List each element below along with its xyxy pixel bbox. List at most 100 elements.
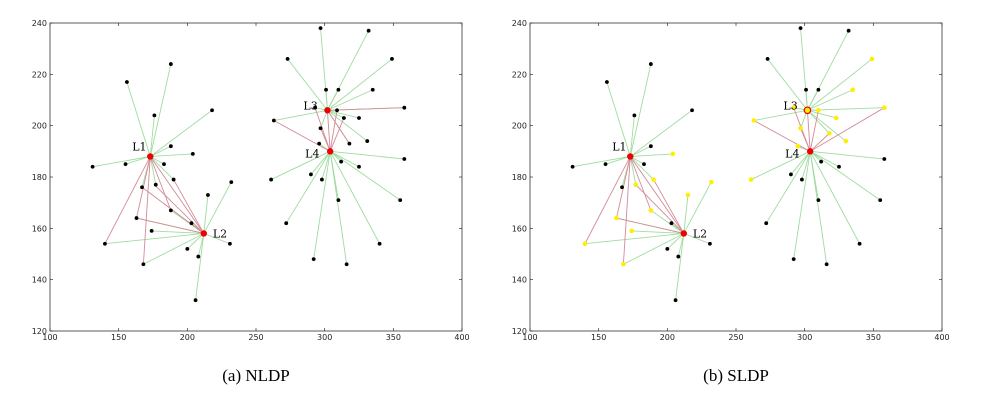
x-tick-label: 400 xyxy=(454,333,469,342)
sensor-node-yellow xyxy=(833,115,839,121)
y-tick-label: 180 xyxy=(32,173,47,182)
member-edge xyxy=(203,181,232,234)
sensor-node xyxy=(210,108,214,113)
sensor-node xyxy=(141,262,146,267)
sensor-node xyxy=(398,198,403,203)
link-edge xyxy=(320,128,331,152)
link-edge xyxy=(327,107,405,111)
sensor-node xyxy=(152,113,157,118)
sensor-node-yellow xyxy=(651,177,656,182)
sensor-node xyxy=(324,87,328,92)
x-tick-label: 350 xyxy=(866,333,881,342)
member-edge xyxy=(630,145,652,157)
leader-node-l2 xyxy=(680,230,688,237)
sensor-node xyxy=(603,162,608,167)
y-tick-label: 180 xyxy=(512,173,527,182)
sensor-node xyxy=(669,221,674,226)
member-edge xyxy=(807,109,847,142)
member-edge xyxy=(605,156,631,165)
node-layer: L1 L2 L3 L4 xyxy=(90,26,407,303)
member-edge xyxy=(629,156,654,180)
y-tick-label: 140 xyxy=(512,276,527,285)
link-edge xyxy=(800,128,811,152)
sensor-node xyxy=(377,241,382,246)
plot-frame xyxy=(529,22,943,332)
link-edge xyxy=(584,156,631,244)
link-edge xyxy=(327,110,350,144)
member-edge xyxy=(623,233,685,265)
sensor-node xyxy=(642,162,646,167)
sensor-node xyxy=(800,177,804,182)
link-edge xyxy=(273,120,331,152)
sensor-node xyxy=(336,198,341,203)
member-edge xyxy=(683,233,711,245)
member-edge xyxy=(629,156,637,185)
member-edge xyxy=(329,151,348,265)
link-edge xyxy=(809,107,885,152)
sensor-node xyxy=(309,172,313,177)
member-edge xyxy=(801,151,811,180)
sensor-node xyxy=(317,141,322,146)
member-edge xyxy=(203,194,209,234)
leader-label-l4: L4 xyxy=(305,147,319,160)
leader-label-l2: L2 xyxy=(693,227,707,240)
sensor-node-yellow xyxy=(827,131,832,136)
sensor-node xyxy=(134,216,139,220)
sensor-node-yellow xyxy=(751,118,757,123)
sensor-node xyxy=(370,87,375,92)
sensor-node xyxy=(313,105,317,110)
y-tick-label: 120 xyxy=(32,327,47,336)
x-tick-label: 150 xyxy=(591,333,606,342)
member-edge xyxy=(584,233,684,245)
link-edge xyxy=(809,110,819,152)
sensor-node-yellow xyxy=(850,87,856,93)
member-edge xyxy=(195,233,205,301)
sensor-node xyxy=(765,57,770,61)
member-edge xyxy=(807,30,850,111)
member-edge xyxy=(809,151,860,244)
member-edge xyxy=(104,233,204,245)
member-edge xyxy=(809,150,840,168)
y-tick-label: 240 xyxy=(32,19,47,28)
member-edge xyxy=(810,150,885,160)
sensor-node xyxy=(791,257,796,262)
sensor-node xyxy=(196,254,201,259)
sensor-node-yellow xyxy=(708,179,714,185)
sensor-node xyxy=(171,177,176,182)
sensor-node xyxy=(620,185,624,190)
member-edge xyxy=(285,151,331,224)
sensor-node xyxy=(320,177,324,182)
x-tick-label: 200 xyxy=(180,333,195,342)
member-edge xyxy=(327,30,370,111)
sensor-node xyxy=(648,62,653,66)
link-edge xyxy=(326,110,331,152)
sensor-node xyxy=(284,221,289,226)
member-edge xyxy=(667,233,685,250)
member-edge xyxy=(327,58,393,111)
member-edge xyxy=(325,89,328,111)
x-tick-label: 100 xyxy=(522,333,537,342)
member-edge xyxy=(630,153,673,157)
member-edge xyxy=(203,233,231,245)
link-edge xyxy=(653,179,685,234)
member-edge xyxy=(273,109,328,121)
sensor-node-yellow xyxy=(791,105,796,110)
sensor-node-yellow xyxy=(621,261,626,267)
link-edge xyxy=(314,107,331,152)
sensor-node-yellow xyxy=(882,105,887,110)
sensor-node xyxy=(365,139,370,143)
sensor-node xyxy=(341,116,346,120)
member-edge xyxy=(320,110,328,129)
sensor-node xyxy=(816,87,821,92)
leader-label-l4: L4 xyxy=(785,147,799,160)
sensor-node xyxy=(125,80,129,84)
sensor-node xyxy=(764,221,769,226)
sensor-node xyxy=(402,157,407,161)
link-edge xyxy=(329,110,338,152)
link-edge xyxy=(629,156,652,211)
sensor-node xyxy=(318,26,323,31)
sensor-node-yellow xyxy=(798,125,803,131)
sensor-node xyxy=(271,118,276,123)
sensor-node xyxy=(318,126,323,131)
sensor-node xyxy=(357,164,361,169)
